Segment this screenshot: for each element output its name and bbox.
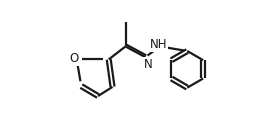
Text: N: N — [144, 57, 152, 71]
Text: O: O — [69, 52, 78, 65]
Text: NH: NH — [150, 38, 167, 51]
